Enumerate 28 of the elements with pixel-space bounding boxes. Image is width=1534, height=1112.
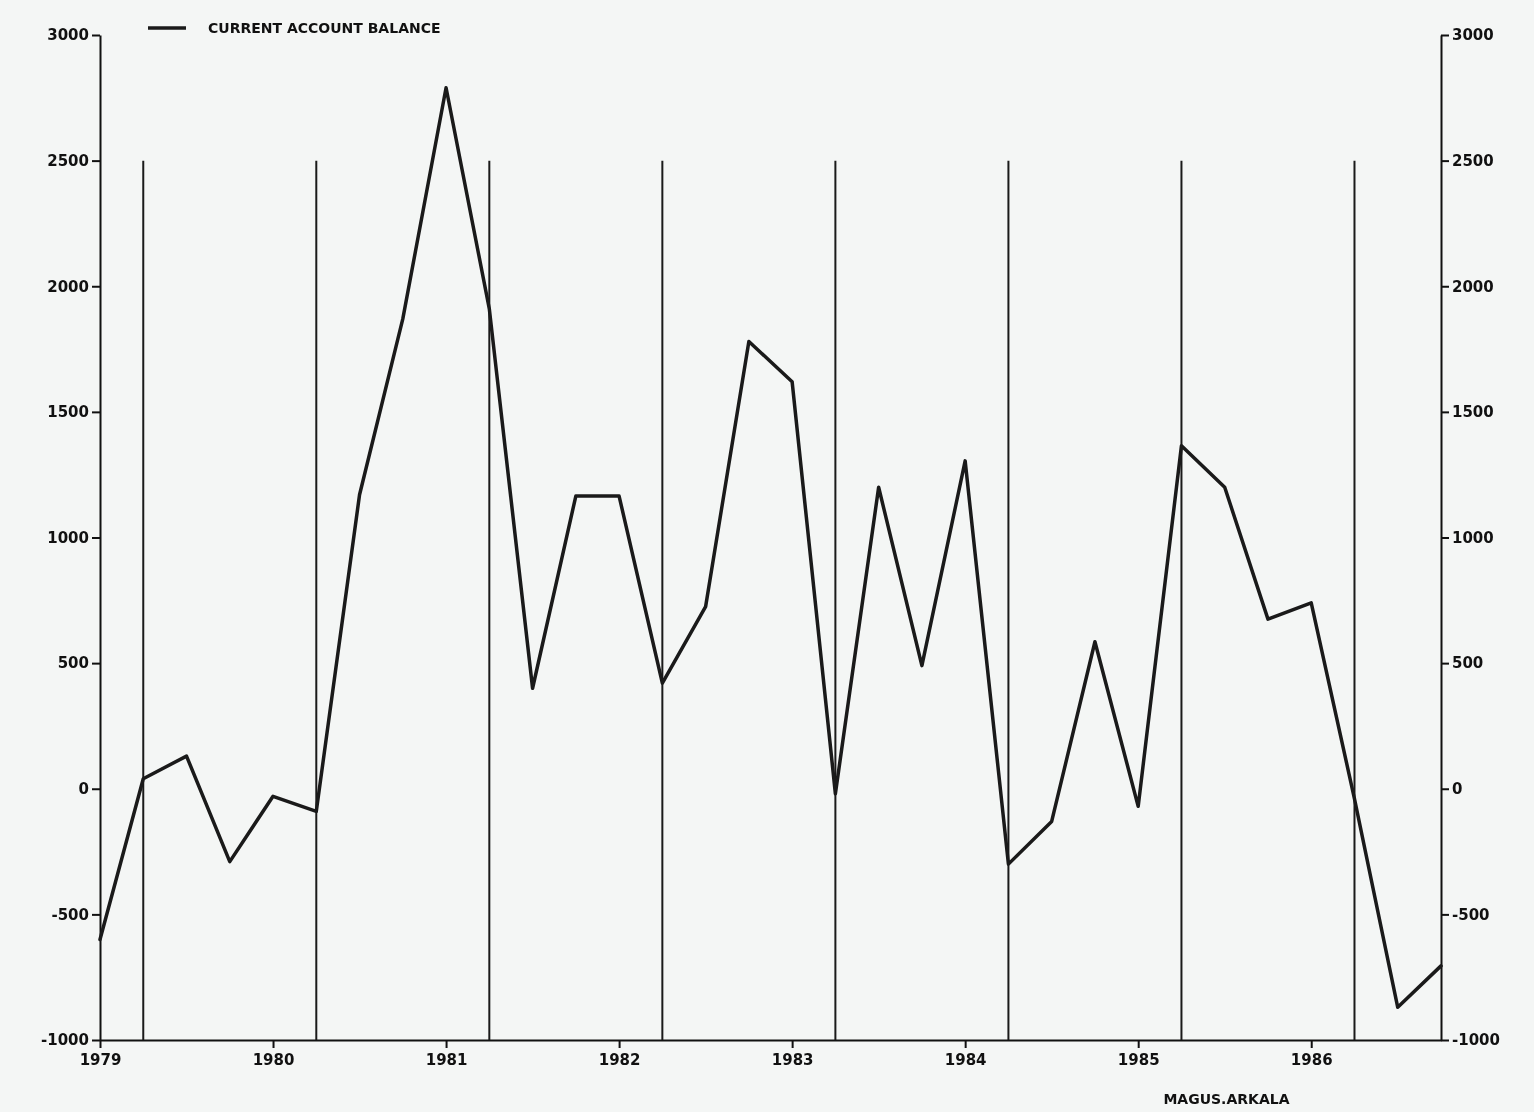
y2-tick-label: 3000 — [1452, 26, 1494, 45]
y-tick-label: -500 — [51, 905, 89, 924]
y2-tick-label: -500 — [1452, 905, 1490, 924]
y-tick-label: 0 — [78, 780, 89, 799]
x-tick-label: 1981 — [425, 1050, 468, 1069]
legend-label: CURRENT ACCOUNT BALANCE — [208, 20, 441, 36]
y2-tick-label: 500 — [1452, 654, 1484, 673]
text: MAGUS.ARKALA — [1163, 1091, 1290, 1107]
y2-tick-label: 2500 — [1452, 151, 1494, 170]
y-tick-label: 2000 — [47, 277, 89, 296]
x-tick-label: 1983 — [771, 1050, 814, 1069]
y-tick-label: 3000 — [47, 26, 89, 45]
y-tick-label: 2500 — [47, 151, 89, 170]
x-tick-label: 1984 — [944, 1050, 987, 1069]
x-tick-label: 1980 — [252, 1050, 295, 1069]
y2-tick-label: 2000 — [1452, 277, 1494, 296]
x-tick-label: 1985 — [1117, 1050, 1160, 1069]
y2-tick-label: -1000 — [1452, 1031, 1500, 1050]
x-tick-label: 1982 — [598, 1050, 641, 1069]
y-tick-label: 1500 — [47, 403, 89, 422]
y2-tick-label: 1000 — [1452, 528, 1494, 547]
y-tick-label: 500 — [57, 654, 89, 673]
y2-tick-label: 1500 — [1452, 403, 1494, 422]
x-tick-label: 1979 — [79, 1050, 122, 1069]
x-tick-label: 1986 — [1290, 1050, 1333, 1069]
y-tick-label: 1000 — [47, 528, 89, 547]
y2-tick-label: 0 — [1452, 780, 1463, 799]
y-tick-label: -1000 — [41, 1031, 89, 1050]
